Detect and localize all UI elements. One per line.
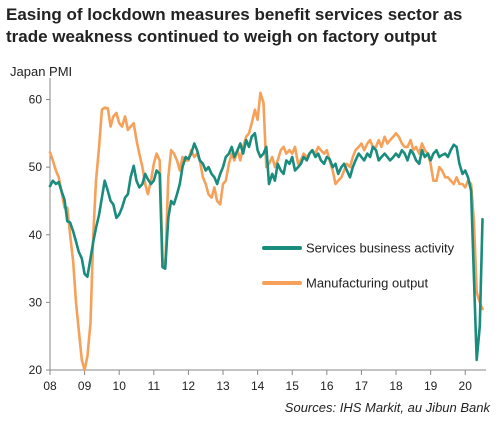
- y-tick-label: 60: [29, 93, 43, 107]
- x-tick-label: 14: [251, 379, 265, 393]
- x-tick-label: 11: [148, 379, 161, 393]
- chart-title-line-1: Easing of lockdown measures benefit serv…: [6, 5, 463, 24]
- source-note: Sources: IHS Markit, au Jibun Bank: [284, 400, 490, 415]
- y-tick-label: 50: [29, 160, 43, 174]
- series-line-services: [48, 132, 484, 362]
- y-tick-label: 30: [29, 295, 43, 309]
- x-tick-label: 09: [78, 379, 92, 393]
- series-layer: [48, 91, 484, 372]
- legend-label: Manufacturing output: [306, 276, 429, 291]
- chart-title-line-2: trade weakness continued to weigh on fac…: [6, 27, 437, 46]
- legend: Services business activity Manufacturing …: [262, 241, 455, 291]
- x-tick-label: 10: [113, 379, 127, 393]
- x-tick-label: 16: [320, 379, 334, 393]
- y-axis-label: Japan PMI: [10, 64, 73, 79]
- axes: 20 30 40 50 60 08 09 10 11 12 13 14 15 16 17 18 19 20: [29, 78, 486, 393]
- x-tick-label: 08: [43, 379, 57, 393]
- x-tick-label: 20: [459, 379, 473, 393]
- chart-title: Easing of lockdown measures benefit serv…: [6, 4, 500, 48]
- legend-label: Services business activity: [306, 241, 455, 256]
- y-tick-label: 40: [29, 228, 43, 242]
- x-tick-label: 15: [286, 379, 300, 393]
- series-line-manufacturing: [48, 91, 484, 372]
- x-tick-label: 19: [424, 379, 438, 393]
- x-tick-label: 18: [389, 379, 403, 393]
- x-tick-label: 17: [355, 379, 369, 393]
- x-tick-label: 12: [182, 379, 196, 393]
- x-tick-label: 13: [216, 379, 230, 393]
- y-tick-label: 20: [29, 363, 43, 377]
